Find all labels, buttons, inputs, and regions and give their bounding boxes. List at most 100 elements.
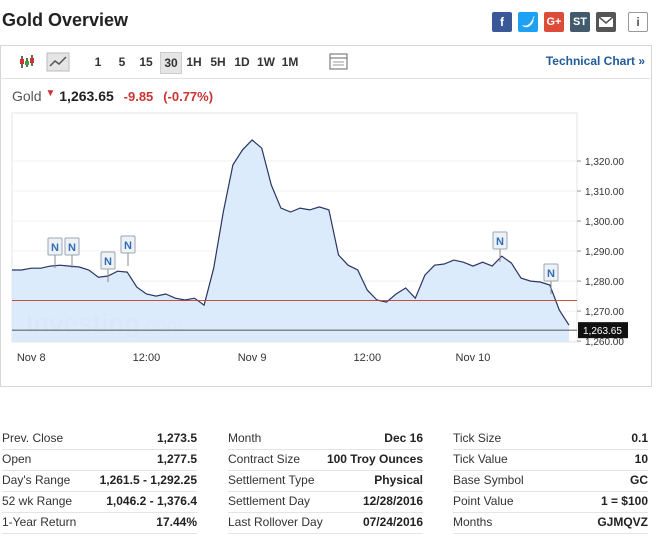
stat-value: Dec 16 [384,431,423,445]
interval-button[interactable]: 1H [186,55,202,69]
price-line [12,139,570,326]
down-arrow: ▼ [45,88,56,99]
interval-button[interactable]: 1W [257,55,275,69]
stat-label: 52 wk Range [2,494,73,508]
interval-button[interactable]: 5H [210,55,226,69]
stat-label: Last Rollover Day [228,515,323,529]
twitter-icon [522,16,535,28]
x-tick-label: 12:00 [354,352,382,364]
stat-value: 0.1 [631,431,648,445]
share-stocktwits[interactable]: ST [570,12,590,32]
y-tick-label: 1,270.00 [585,307,624,318]
stat-value: 1,273.5 [156,431,197,445]
x-tick-label: Nov 10 [456,352,491,364]
interval-button[interactable]: 30 [160,52,182,74]
stat-value: 100 Troy Ounces [326,452,423,466]
stat-value: GJMQVZ [597,515,648,529]
interval-button[interactable]: 1M [281,55,299,69]
stat-row: Prev. Close 1,273.5 [2,428,197,450]
stat-value: 17.44% [156,515,197,529]
stat-label: Month [228,431,262,445]
stat-label: Prev. Close [2,431,64,445]
technical-chart-link[interactable]: Technical Chart » [545,54,645,68]
stat-label: Tick Size [453,431,502,445]
stat-row: Tick Value 10 [453,449,648,471]
news-flag [120,235,136,254]
stat-label: Day's Range [2,473,71,487]
instrument-name: Gold [12,88,42,104]
stat-row: Tick Size 0.1 [453,428,648,450]
stat-value: Physical [374,473,423,487]
share-google[interactable]: G+ [544,12,564,32]
stat-label: Open [2,452,32,466]
news-flag [47,237,63,256]
news-flag-label: N [547,268,555,280]
stat-label: Base Symbol [453,473,524,487]
info-button[interactable]: i [628,12,648,32]
x-tick-label: Nov 8 [17,352,46,364]
stat-value: GC [630,473,648,487]
stat-value: 1 = $100 [600,494,648,508]
stat-row: Point Value 1 = $100 [453,491,648,513]
stat-label: Settlement Type [228,473,315,487]
stat-value: 1,277.5 [156,452,197,466]
interval-button[interactable]: 15 [139,55,153,69]
stat-row: Settlement Type Physical [228,470,423,492]
stat-label: Contract Size [228,452,301,466]
chart-type-icons[interactable] [18,52,78,72]
last-price: 1,263.65 [59,88,114,104]
y-tick-label: 1,280.00 [585,277,624,288]
stat-label: Months [453,515,493,529]
news-flag [492,231,508,250]
share-twitter[interactable] [518,12,538,32]
stat-row: 1-Year Return 17.44% [2,512,197,534]
stat-value: 10 [634,452,648,466]
x-tick-label: 12:00 [133,352,161,364]
stat-value: 1,261.5 - 1,292.25 [99,473,197,487]
news-flag-label: N [51,242,59,254]
news-flag-label: N [496,236,504,248]
interval-button[interactable]: 5 [118,55,126,69]
price-change: -9.85 [123,89,154,104]
mail-icon [598,16,614,27]
y-tick-label: 1,320.00 [585,157,624,168]
y-tick-label: 1,310.00 [585,187,624,198]
y-tick-label: 1,260.00 [585,337,624,348]
stat-label: Tick Value [453,452,508,466]
stat-label: Point Value [453,494,514,508]
news-flag [64,237,80,256]
stat-value: 12/28/2016 [362,494,423,508]
stat-row: Month Dec 16 [228,428,423,450]
toolbar [0,46,650,79]
stat-row: 52 wk Range 1,046.2 - 1,376.4 [2,491,197,513]
share-facebook[interactable]: f [492,12,512,32]
stat-row: Base Symbol GC [453,470,648,492]
stat-label: Settlement Day [228,494,311,508]
interval-button[interactable]: 1 [94,55,102,69]
chart-panel [0,45,652,387]
news-flag-label: N [104,256,112,268]
y-tick-label: 1,290.00 [585,247,624,258]
stat-row: Months GJMQVZ [453,512,648,534]
price-area [12,140,569,342]
stat-row: Open 1,277.5 [2,449,197,471]
stat-value: 07/24/2016 [362,515,423,529]
stat-row: Last Rollover Day 07/24/2016 [228,512,423,534]
price-change-pct: (-0.77%) [163,89,214,104]
last-price-tag [578,322,628,339]
news-flag-label: N [124,240,132,252]
stat-label: 1-Year Return [2,515,77,529]
share-mail[interactable] [596,12,616,32]
news-flag [100,251,116,270]
last-price-tag-label: 1,263.65 [583,326,622,337]
stat-value: 1,046.2 - 1,376.4 [106,494,197,508]
interval-button[interactable]: 1D [234,55,250,69]
news-flag-label: N [68,242,76,254]
x-tick-label: Nov 9 [238,352,267,364]
settings-icon[interactable] [328,52,350,72]
y-tick-label: 1,300.00 [585,217,624,228]
price-chart: 1,260.00 1,270.00 1,280.00 1,290.00 1,300.00… [11,112,628,364]
stat-row: Contract Size 100 Troy Ounces [228,449,423,471]
news-flag [543,263,559,282]
